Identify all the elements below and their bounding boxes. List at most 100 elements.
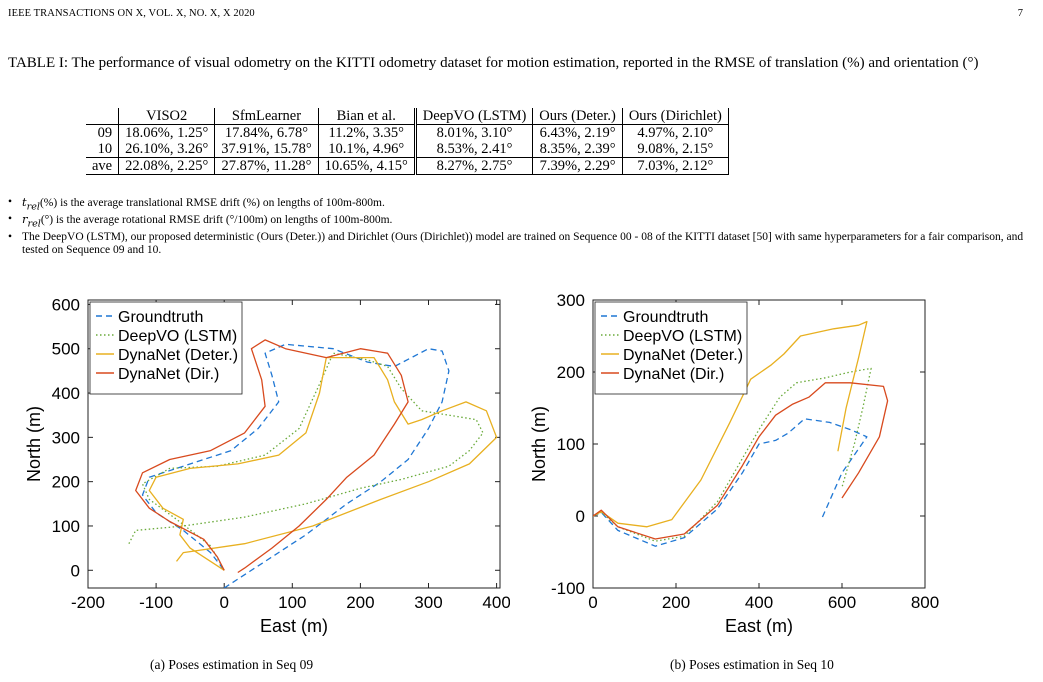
legend-label: Groundtruth <box>623 309 708 326</box>
y-tick-label: 0 <box>576 507 585 526</box>
trel-symbol: t <box>22 195 27 209</box>
x-tick-label: 200 <box>662 593 690 612</box>
legend-box <box>89 301 243 395</box>
y-tick-label: 100 <box>557 435 585 454</box>
legend-label: DeepVO (LSTM) <box>623 328 742 345</box>
series-line <box>593 382 889 540</box>
table-cell: 8.01%, 3.10° <box>415 124 534 141</box>
note-training: The DeepVO (LSTM), our proposed determin… <box>4 231 1034 257</box>
rrel-subscript: rel <box>27 218 41 230</box>
y-axis-label: North (m) <box>24 406 44 482</box>
legend-box <box>594 301 748 395</box>
column-header: Ours (Deter.) <box>532 108 623 125</box>
y-tick-label: -100 <box>551 579 585 598</box>
x-tick-label: 0 <box>219 593 228 612</box>
y-tick-label: 300 <box>557 292 585 310</box>
table-cell: 10.65%, 4.15° <box>318 157 417 175</box>
x-tick-label: 300 <box>414 593 442 612</box>
page-number: 7 <box>1017 8 1023 19</box>
legend-label: DynaNet (Dir.) <box>118 366 219 383</box>
legend-label: DynaNet (Deter.) <box>118 347 238 364</box>
row-label: ave <box>86 157 120 175</box>
x-tick-label: -100 <box>139 593 173 612</box>
y-tick-label: 0 <box>71 561 80 580</box>
y-tick-label: 200 <box>557 363 585 382</box>
column-header: Ours (Dirichlet) <box>622 108 729 125</box>
row-label: 09 <box>86 124 120 141</box>
table-cell: 8.27%, 2.75° <box>415 157 534 175</box>
table-cell: 17.84%, 6.78° <box>214 124 319 141</box>
x-tick-label: 100 <box>278 593 306 612</box>
table-cell: 6.43%, 2.19° <box>532 124 623 141</box>
series-line <box>128 352 484 571</box>
x-axis-label: East (m) <box>725 616 793 636</box>
table-row: 10 26.10%, 3.26° 37.91%, 15.78° 10.1%, 4… <box>86 141 729 158</box>
y-tick-label: 500 <box>52 340 80 359</box>
table-header-row: VISO2 SfmLearner Bian et al. DeepVO (LST… <box>86 108 729 125</box>
series-group <box>593 320 889 547</box>
trel-subscript: rel <box>26 201 40 213</box>
note-rrel: rrel(°) is the average rotational RMSE d… <box>4 213 1034 230</box>
x-tick-label: 800 <box>911 593 939 612</box>
table-row: ave 22.08%, 2.25° 27.87%, 11.28° 10.65%,… <box>86 157 729 175</box>
table-cell: 4.97%, 2.10° <box>622 124 729 141</box>
x-tick-label: -200 <box>71 593 105 612</box>
trel-unit: (%) <box>39 197 58 209</box>
x-tick-label: 600 <box>828 593 856 612</box>
x-tick-label: 400 <box>745 593 773 612</box>
y-tick-label: 400 <box>52 384 80 403</box>
column-header: SfmLearner <box>214 108 319 125</box>
series-line <box>593 418 868 547</box>
table-cell: 11.2%, 3.35° <box>318 124 417 141</box>
series-group <box>128 339 498 588</box>
x-tick-label: 400 <box>482 593 510 612</box>
table-cell: 7.03%, 2.12° <box>622 157 729 175</box>
y-tick-label: 200 <box>52 473 80 492</box>
table-cell: 8.35%, 2.39° <box>532 141 623 158</box>
rrel-text: is the average rotational RMSE drift (°/… <box>53 214 393 227</box>
y-tick-label: 100 <box>52 517 80 536</box>
journal-header: IEEE TRANSACTIONS ON X, VOL. X, NO. X, X… <box>8 8 255 19</box>
series-line <box>593 367 872 542</box>
column-header: VISO2 <box>118 108 216 125</box>
y-tick-label: 300 <box>52 428 80 447</box>
table-cell: 18.06%, 1.25° <box>118 124 216 141</box>
table-cell: 8.53%, 2.41° <box>415 141 534 158</box>
rrel-symbol: r <box>22 212 28 227</box>
y-axis-label: North (m) <box>529 406 549 482</box>
performance-table: VISO2 SfmLearner Bian et al. DeepVO (LST… <box>86 108 729 175</box>
table-cell: 7.39%, 2.29° <box>532 157 623 175</box>
legend-label: DynaNet (Deter.) <box>623 347 743 364</box>
series-line <box>141 343 450 588</box>
series-line <box>593 320 868 528</box>
series-line <box>135 339 409 574</box>
row-label: 10 <box>86 141 120 158</box>
table-cell: 26.10%, 3.26° <box>118 141 216 158</box>
x-axis-label: East (m) <box>260 616 328 636</box>
page-header: IEEE TRANSACTIONS ON X, VOL. X, NO. X, X… <box>8 8 1023 22</box>
rrel-unit: (°) <box>40 214 54 227</box>
table-cell: 37.91%, 15.78° <box>214 141 319 158</box>
column-header: Bian et al. <box>318 108 417 125</box>
trel-text: is the average translational RMSE drift … <box>57 197 385 209</box>
legend-label: DynaNet (Dir.) <box>623 366 724 383</box>
table-cell: 9.08%, 2.15° <box>622 141 729 158</box>
legend-label: DeepVO (LSTM) <box>118 328 237 345</box>
trajectory-plot-seq09: -200 -100 0 100 200 300 400 0 100 200 300 400 500 600… <box>24 295 510 636</box>
x-tick-label: 200 <box>346 593 374 612</box>
column-header: DeepVO (LSTM) <box>415 108 534 125</box>
table-notes: trel(%) is the average translational RMS… <box>4 196 1034 257</box>
note-trel: trel(%) is the average translational RMS… <box>4 196 1034 213</box>
table-row: 09 18.06%, 1.25° 17.84%, 6.78° 11.2%, 3.… <box>86 124 729 141</box>
table-corner <box>86 108 120 125</box>
table-cell: 22.08%, 2.25° <box>118 157 216 175</box>
legend-label: Groundtruth <box>118 309 203 326</box>
table-cell: 27.87%, 11.28° <box>214 157 319 175</box>
subfigure-caption-a: (a) Poses estimation in Seq 09 <box>150 657 314 672</box>
y-tick-label: 600 <box>52 295 80 314</box>
series-line <box>148 356 498 571</box>
x-tick-label: 0 <box>588 593 597 612</box>
table-caption: TABLE I: The performance of visual odome… <box>8 55 979 71</box>
subfigure-caption-b: (b) Poses estimation in Seq 10 <box>670 657 834 672</box>
